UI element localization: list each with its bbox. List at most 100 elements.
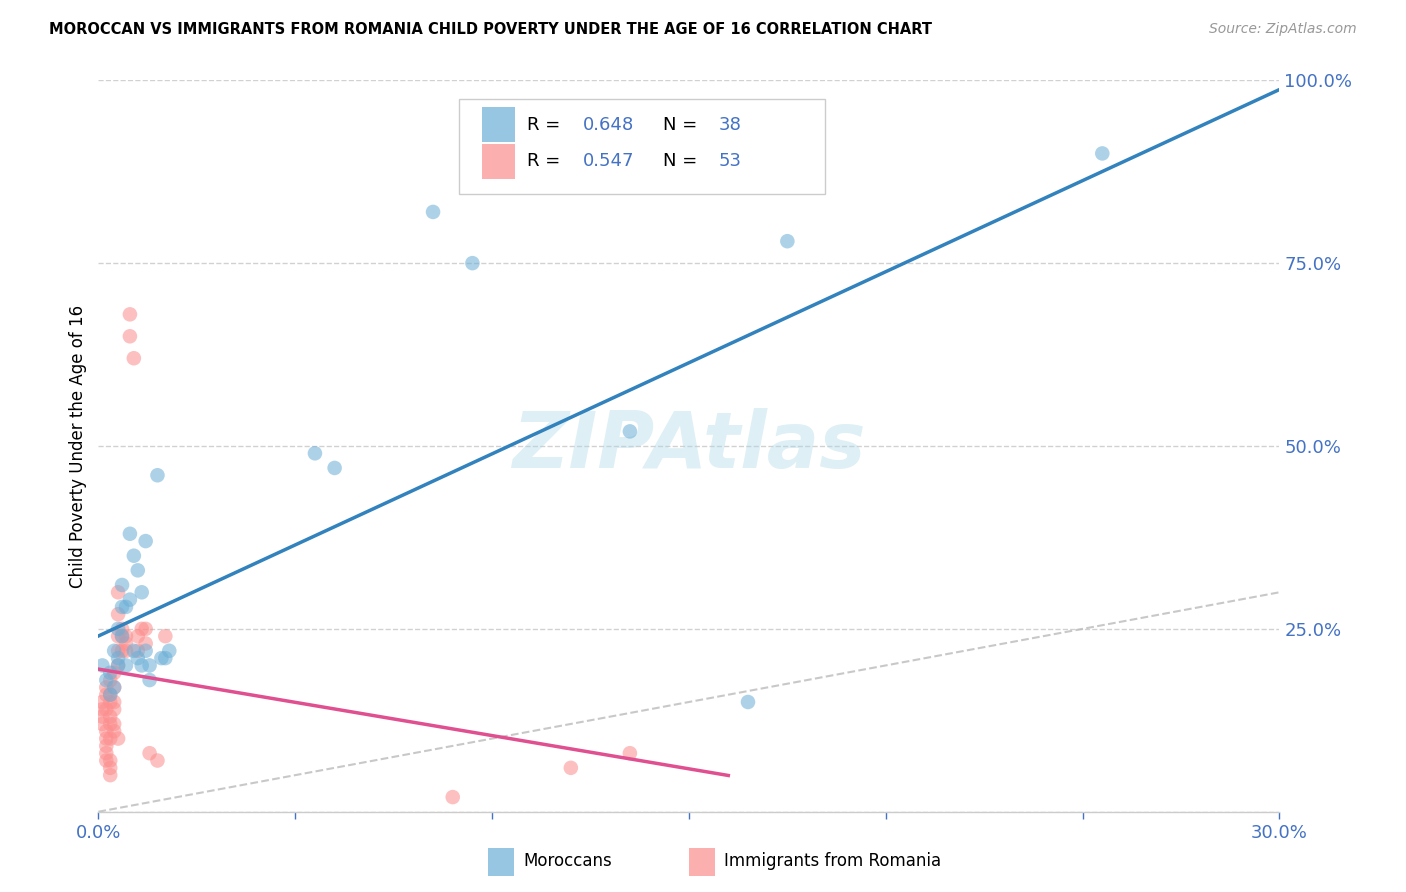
- Point: [118, 307, 141, 321]
- Point: [135, 534, 157, 549]
- Point: [98, 731, 121, 746]
- Text: N =: N =: [664, 116, 703, 134]
- Point: [98, 665, 121, 680]
- Point: [103, 644, 125, 658]
- Point: [96, 673, 118, 687]
- Point: [103, 717, 125, 731]
- Point: [111, 599, 134, 614]
- Point: [560, 761, 582, 775]
- Text: MOROCCAN VS IMMIGRANTS FROM ROMANIA CHILD POVERTY UNDER THE AGE OF 16 CORRELATIO: MOROCCAN VS IMMIGRANTS FROM ROMANIA CHIL…: [49, 22, 932, 37]
- Text: R =: R =: [527, 153, 567, 170]
- Text: ZIPAtlas: ZIPAtlas: [512, 408, 866, 484]
- Point: [111, 622, 134, 636]
- Point: [118, 592, 141, 607]
- Point: [155, 651, 177, 665]
- Point: [91, 702, 114, 716]
- FancyBboxPatch shape: [689, 848, 714, 876]
- Point: [619, 746, 641, 760]
- Point: [111, 629, 134, 643]
- Point: [127, 563, 149, 577]
- Point: [1091, 146, 1114, 161]
- Text: 0.547: 0.547: [582, 153, 634, 170]
- Point: [138, 746, 160, 760]
- Point: [96, 724, 118, 739]
- Point: [107, 731, 129, 746]
- Point: [107, 585, 129, 599]
- Point: [98, 709, 121, 723]
- Point: [107, 629, 129, 643]
- Point: [91, 695, 114, 709]
- Point: [96, 681, 118, 695]
- Point: [107, 651, 129, 665]
- Point: [146, 754, 169, 768]
- Point: [107, 658, 129, 673]
- Point: [111, 629, 134, 643]
- Text: Immigrants from Romania: Immigrants from Romania: [724, 853, 942, 871]
- Point: [111, 578, 134, 592]
- Text: Source: ZipAtlas.com: Source: ZipAtlas.com: [1209, 22, 1357, 37]
- Point: [98, 754, 121, 768]
- Point: [96, 739, 118, 753]
- Text: 53: 53: [718, 153, 741, 170]
- Point: [131, 658, 153, 673]
- Point: [131, 622, 153, 636]
- Point: [127, 629, 149, 643]
- Text: R =: R =: [527, 116, 567, 134]
- Point: [98, 695, 121, 709]
- Text: 38: 38: [718, 116, 741, 134]
- Point: [111, 644, 134, 658]
- Point: [304, 446, 326, 460]
- Point: [96, 731, 118, 746]
- Point: [103, 665, 125, 680]
- Point: [127, 644, 149, 658]
- Y-axis label: Child Poverty Under the Age of 16: Child Poverty Under the Age of 16: [69, 304, 87, 588]
- Point: [115, 599, 138, 614]
- Point: [107, 607, 129, 622]
- Point: [422, 205, 444, 219]
- Point: [157, 644, 180, 658]
- Point: [135, 622, 157, 636]
- Point: [91, 709, 114, 723]
- Point: [146, 468, 169, 483]
- Point: [98, 688, 121, 702]
- Point: [107, 658, 129, 673]
- Point: [115, 658, 138, 673]
- FancyBboxPatch shape: [458, 99, 825, 194]
- Text: N =: N =: [664, 153, 703, 170]
- Point: [103, 724, 125, 739]
- Point: [98, 768, 121, 782]
- Point: [619, 425, 641, 439]
- Point: [138, 673, 160, 687]
- Point: [118, 329, 141, 343]
- Point: [115, 629, 138, 643]
- Point: [107, 644, 129, 658]
- Point: [155, 629, 177, 643]
- Point: [135, 644, 157, 658]
- Point: [461, 256, 484, 270]
- Point: [98, 688, 121, 702]
- Point: [96, 754, 118, 768]
- Point: [776, 234, 799, 248]
- Point: [118, 526, 141, 541]
- Point: [96, 702, 118, 716]
- Text: 0.648: 0.648: [582, 116, 634, 134]
- Point: [122, 644, 145, 658]
- Point: [91, 717, 114, 731]
- FancyBboxPatch shape: [488, 848, 515, 876]
- Point: [323, 461, 346, 475]
- Point: [98, 673, 121, 687]
- Point: [98, 761, 121, 775]
- Point: [115, 636, 138, 650]
- Point: [737, 695, 759, 709]
- Point: [103, 695, 125, 709]
- Point: [138, 658, 160, 673]
- Point: [150, 651, 173, 665]
- Point: [103, 681, 125, 695]
- Point: [103, 681, 125, 695]
- FancyBboxPatch shape: [482, 107, 516, 143]
- Point: [96, 688, 118, 702]
- FancyBboxPatch shape: [482, 144, 516, 179]
- Point: [96, 746, 118, 760]
- Point: [127, 651, 149, 665]
- Point: [103, 702, 125, 716]
